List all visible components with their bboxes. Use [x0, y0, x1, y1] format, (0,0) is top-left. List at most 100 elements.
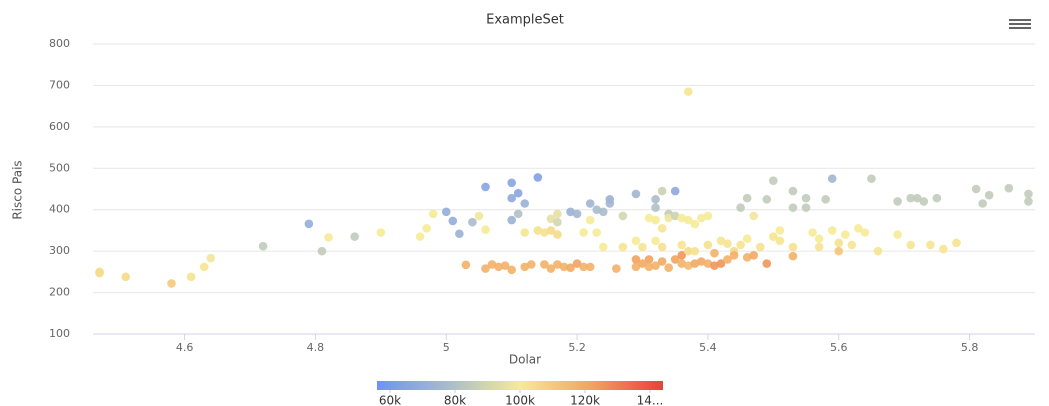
point	[304, 219, 314, 229]
color-tick-label: 100k	[505, 394, 535, 406]
point	[742, 253, 752, 262]
menu-button[interactable]	[1006, 14, 1034, 32]
point	[644, 262, 654, 272]
y-tick-label: 300	[49, 244, 70, 257]
point	[840, 230, 850, 239]
color-tick-label: 120k	[570, 394, 600, 406]
point	[199, 262, 209, 272]
point	[533, 226, 543, 235]
point	[317, 246, 327, 256]
point	[716, 236, 726, 246]
point	[919, 197, 929, 206]
color-tick-label: 60k	[379, 394, 401, 406]
point	[520, 228, 530, 237]
point	[683, 261, 693, 270]
point	[1024, 197, 1033, 206]
point	[167, 279, 176, 288]
point	[441, 207, 451, 217]
point	[814, 234, 824, 244]
point	[690, 246, 700, 256]
x-tick-label: 5	[443, 341, 450, 354]
point	[585, 215, 595, 225]
y-tick-label: 800	[49, 37, 70, 50]
point	[749, 211, 759, 221]
point	[572, 259, 582, 268]
point	[854, 224, 863, 233]
point	[651, 203, 660, 212]
point	[540, 228, 549, 237]
y-tick-label: 400	[49, 203, 70, 216]
point	[487, 260, 497, 269]
point	[670, 255, 680, 264]
point	[827, 226, 837, 235]
point	[507, 265, 516, 275]
point	[729, 250, 739, 260]
y-tick-label: 200	[49, 286, 70, 299]
point	[775, 236, 785, 246]
point	[481, 182, 490, 192]
point	[657, 224, 667, 233]
point	[690, 219, 700, 229]
point	[631, 255, 641, 264]
point	[710, 248, 719, 258]
point	[206, 253, 216, 263]
point	[566, 207, 575, 217]
point	[893, 230, 902, 239]
point	[448, 216, 458, 226]
point	[1024, 189, 1033, 199]
y-tick-label: 600	[49, 120, 70, 133]
point	[788, 186, 798, 196]
point	[742, 234, 752, 244]
point	[670, 211, 680, 221]
point	[461, 260, 471, 270]
point	[710, 261, 719, 270]
point	[664, 213, 673, 223]
point	[553, 260, 562, 269]
x-tick-label: 5.8	[961, 341, 979, 354]
y-tick-label: 700	[49, 78, 70, 91]
point	[507, 193, 516, 203]
point	[834, 238, 844, 248]
point	[428, 209, 438, 219]
point	[186, 272, 196, 282]
point	[952, 238, 961, 248]
point	[651, 195, 660, 204]
point	[598, 207, 608, 217]
point	[500, 261, 510, 270]
point	[808, 228, 817, 237]
point	[631, 236, 641, 246]
point	[481, 264, 490, 273]
x-tick-label: 5.4	[699, 341, 717, 354]
point	[540, 260, 549, 269]
point	[350, 232, 359, 241]
point	[906, 193, 916, 203]
point	[546, 226, 556, 235]
y-axis-title: Risco Pais	[11, 160, 25, 219]
point	[513, 188, 523, 198]
point	[821, 195, 830, 204]
point	[507, 178, 516, 188]
point	[566, 263, 575, 273]
color-tick-label: 80k	[444, 394, 466, 406]
point	[657, 257, 667, 266]
point	[598, 242, 608, 252]
point	[572, 209, 582, 219]
point	[95, 268, 104, 278]
point	[939, 244, 948, 254]
point	[644, 213, 654, 223]
point	[984, 190, 994, 200]
x-tick-label: 5.6	[830, 341, 848, 354]
point	[455, 229, 464, 239]
point	[788, 203, 798, 212]
point	[651, 215, 660, 225]
point	[677, 250, 687, 260]
point	[755, 242, 765, 252]
point	[703, 259, 713, 268]
point	[697, 257, 706, 266]
point	[703, 211, 713, 221]
color-tick-label: 14...	[637, 394, 664, 406]
point	[664, 263, 673, 273]
y-tick-label: 100	[49, 327, 70, 340]
point	[592, 205, 602, 215]
point	[703, 240, 713, 250]
